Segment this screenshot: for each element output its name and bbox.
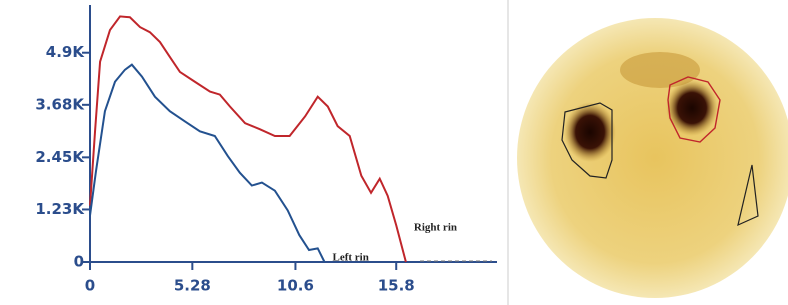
scintigraphy-image: [517, 18, 788, 298]
y-tick-label: 4.9K: [46, 43, 86, 61]
x-tick-label: 10.6: [277, 277, 314, 295]
series-label: Left rin: [333, 252, 369, 264]
x-tick-label: 15.8: [378, 277, 415, 295]
x-tick-label: 5.28: [174, 277, 211, 295]
y-tick-label: 1.23K: [35, 200, 85, 218]
x-tick-label: 0: [85, 277, 95, 295]
y-tick-label: 3.68K: [35, 95, 85, 113]
series-label: Right rin: [414, 222, 457, 234]
y-tick-label: 2.45K: [35, 148, 85, 166]
screenshot: 0 1.23K 2.45K 3.68K 4.9K 0 5.28 10.6 15.8 Right r…: [0, 0, 788, 305]
right-kidney: [666, 80, 718, 136]
y-tick-label: 0: [74, 253, 84, 271]
left-kidney: [564, 102, 616, 162]
